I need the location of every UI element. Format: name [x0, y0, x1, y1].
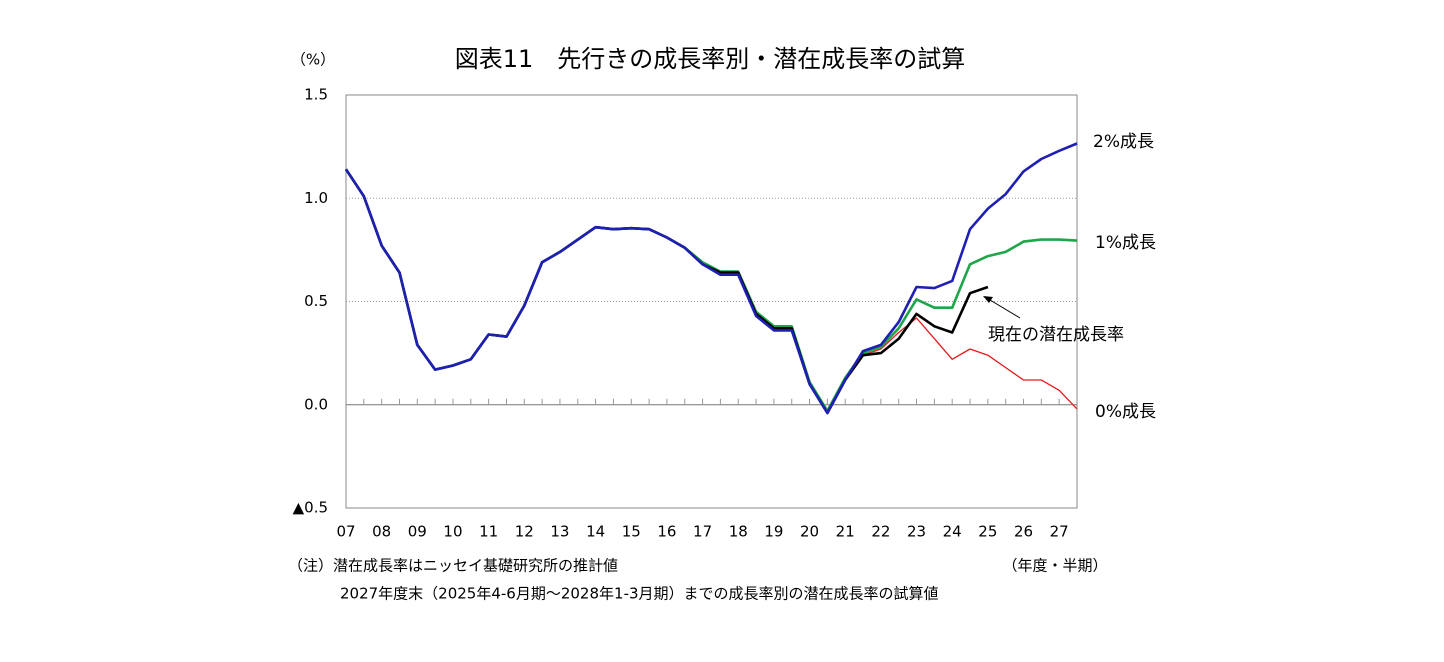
y-tick-label: 1.0	[304, 189, 328, 207]
y-tick-label: 0.5	[304, 292, 328, 310]
x-tick-label: 09	[408, 523, 427, 541]
x-unit: （年度・半期）	[1002, 557, 1107, 575]
x-tick-label: 17	[693, 523, 712, 541]
series-line	[344, 168, 1078, 413]
series-label: 1%成長	[1095, 233, 1156, 253]
y-tick-label: 1.5	[304, 86, 328, 104]
x-tick-label: 27	[1050, 523, 1069, 541]
series-line	[344, 168, 989, 415]
x-tick-label: 10	[443, 523, 462, 541]
x-tick-label: 18	[729, 523, 748, 541]
note: （注）潜在成長率はニッセイ基礎研究所の推計値	[288, 557, 618, 575]
x-tick-label: 26	[1014, 523, 1033, 541]
x-tick-label: 25	[978, 523, 997, 541]
x-tick-label: 16	[657, 523, 676, 541]
arrow	[984, 296, 1021, 319]
x-tick-label: 13	[550, 523, 569, 541]
chart-title: 図表11 先行きの成長率別・潜在成長率の試算	[455, 45, 966, 73]
x-tick-label: 21	[836, 523, 855, 541]
x-tick-label: 22	[871, 523, 890, 541]
x-tick-label: 24	[943, 523, 962, 541]
y-tick-label: ▲0.5	[293, 499, 328, 517]
x-tick-label: 14	[586, 523, 605, 541]
x-tick-label: 19	[764, 523, 783, 541]
x-tick-label: 07	[336, 523, 355, 541]
series-line	[844, 317, 1078, 410]
x-tick-label: 20	[800, 523, 819, 541]
y-tick-label: 0.0	[304, 395, 328, 413]
x-tick-label: 08	[372, 523, 391, 541]
series-label: 2%成長	[1093, 132, 1154, 152]
x-tick-label: 15	[622, 523, 641, 541]
series-label: 現在の潜在成長率	[988, 325, 1124, 345]
series-label: 0%成長	[1095, 402, 1156, 422]
arrow-head	[983, 296, 993, 303]
x-tick-label: 11	[479, 523, 498, 541]
note: 2027年度末（2025年4-6月期～2028年1-3月期）までの成長率別の潜在…	[340, 585, 939, 603]
y-unit: （%）	[291, 51, 335, 69]
x-tick-label: 12	[515, 523, 534, 541]
series-line	[344, 142, 1078, 415]
x-tick-label: 23	[907, 523, 926, 541]
